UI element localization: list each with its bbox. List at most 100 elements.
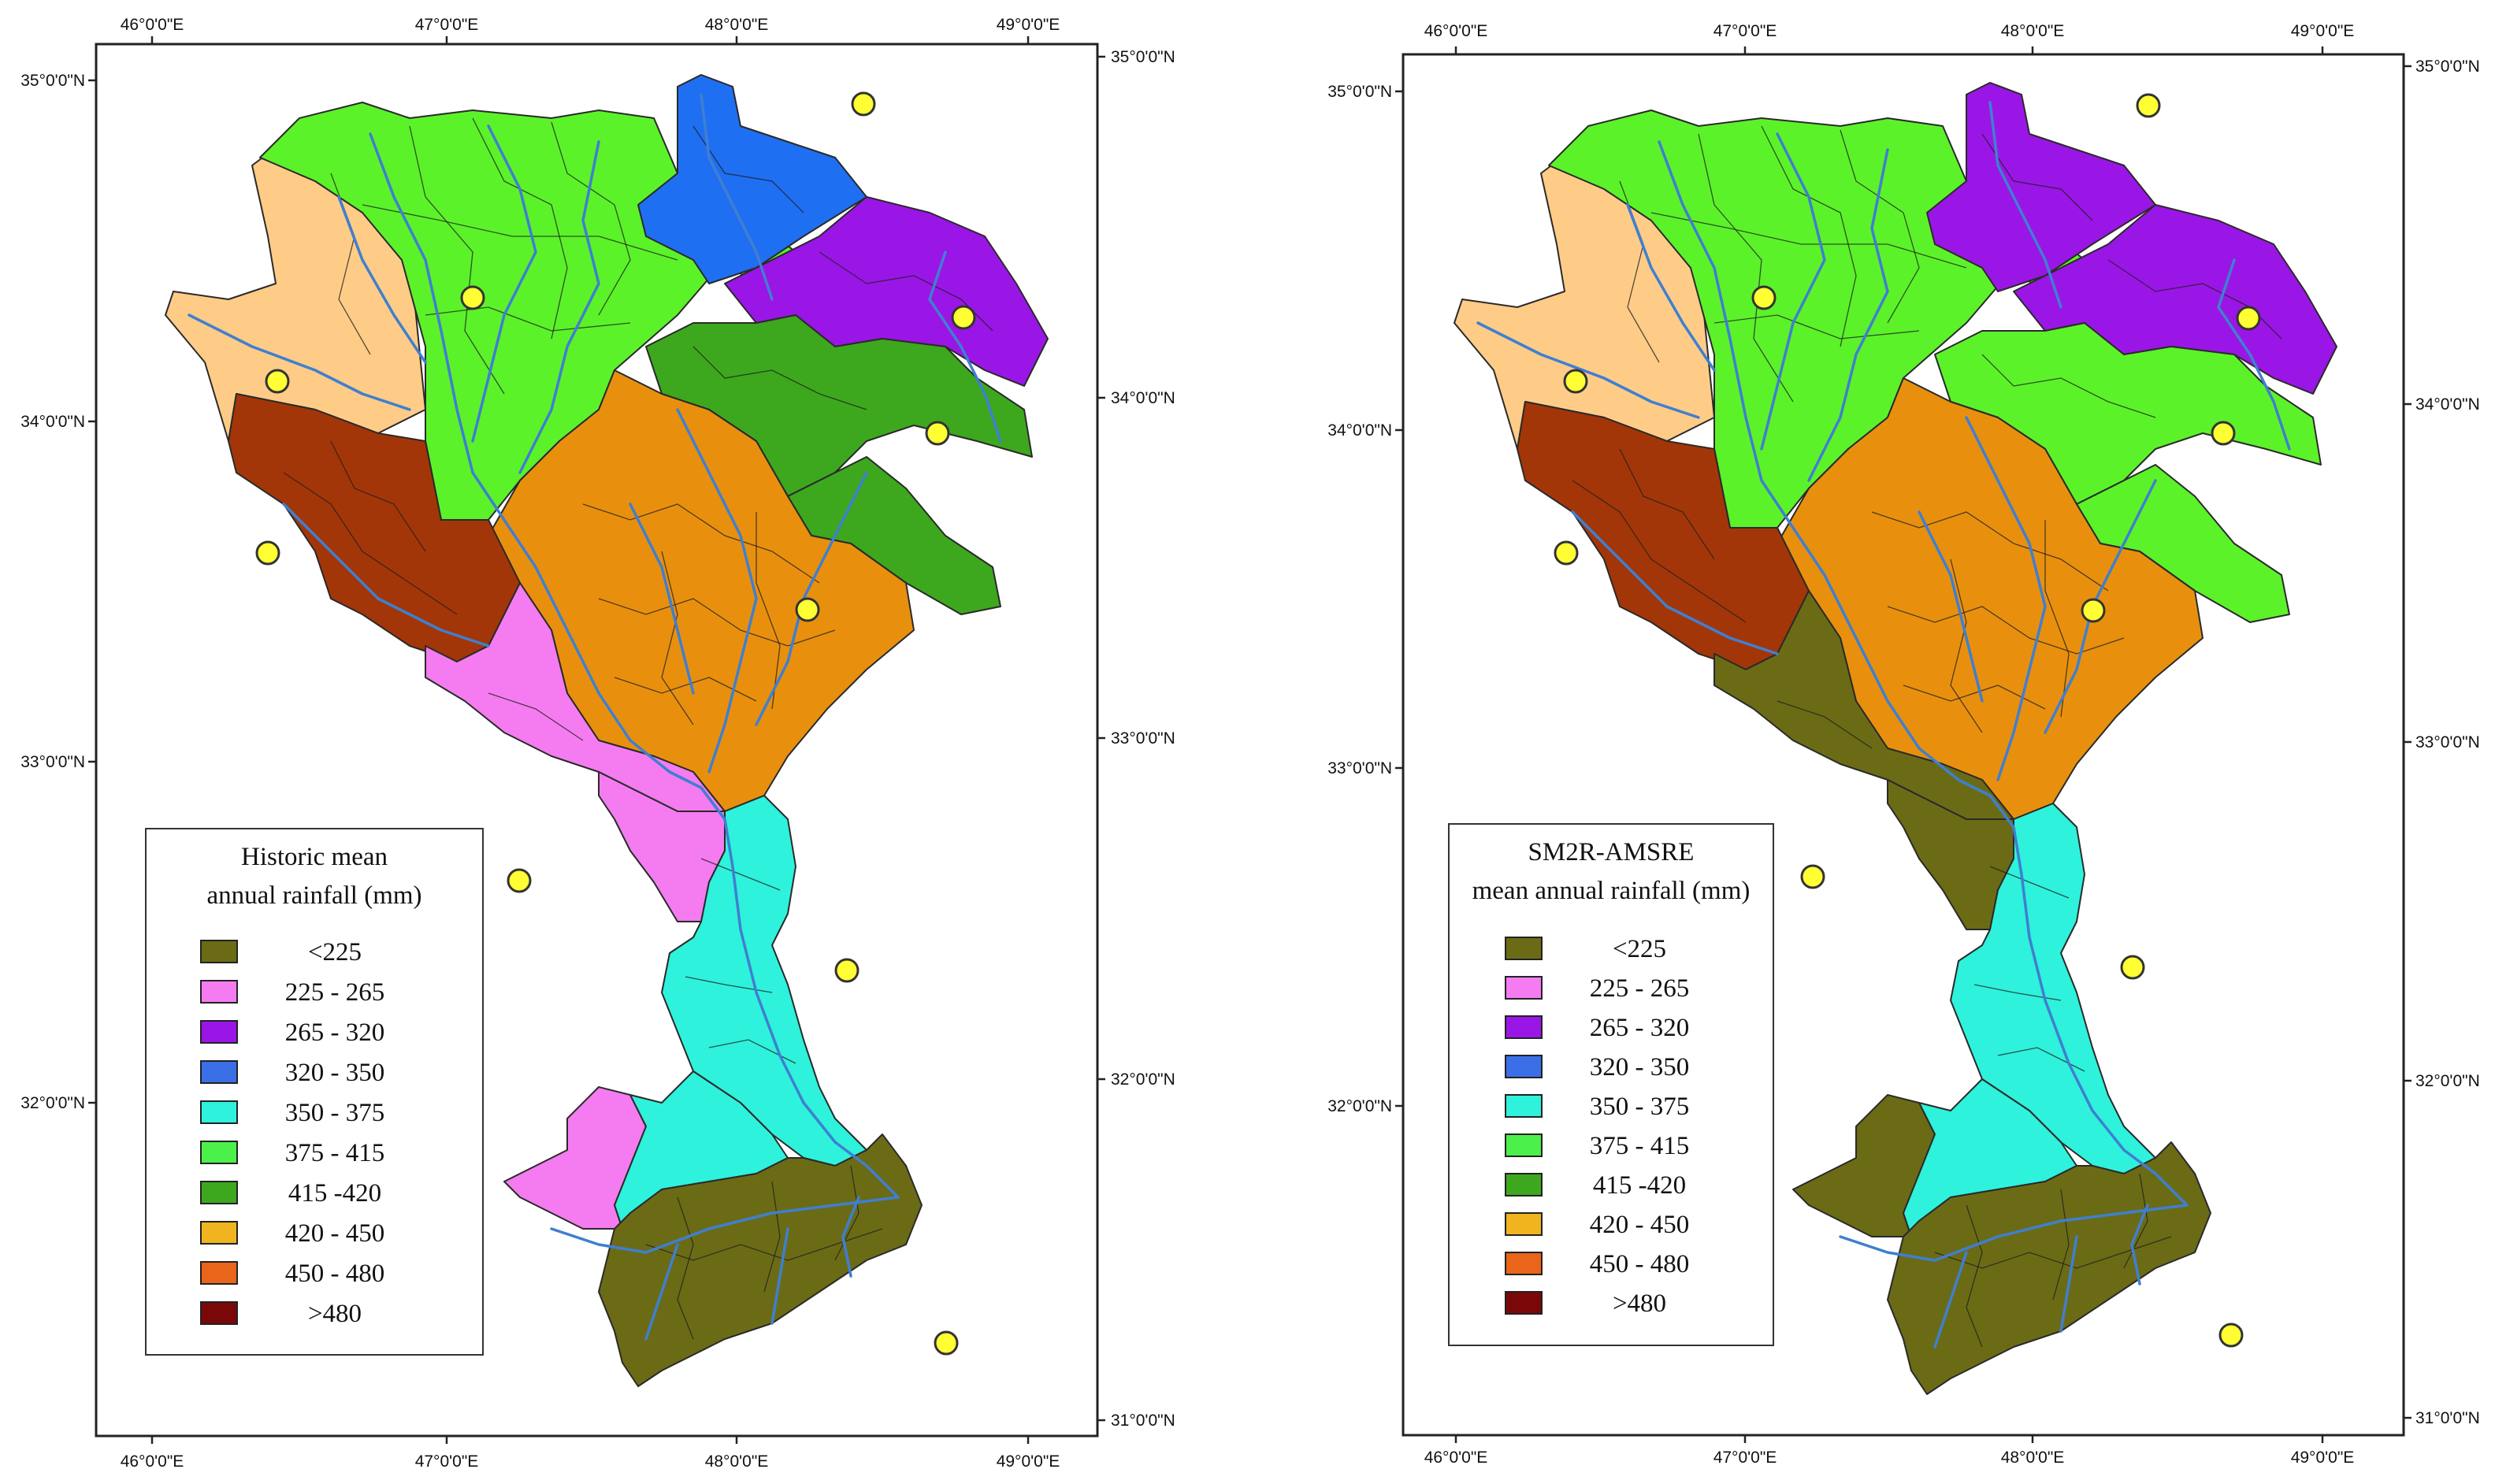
- station-marker: [2236, 306, 2261, 331]
- right-lat-label: 33°0'0"N: [1111, 729, 1175, 748]
- river-line: [1760, 132, 1826, 451]
- bottom-lon-label: 49°0'0"E: [997, 1452, 1060, 1471]
- subbasin-boundary: [1713, 314, 1920, 339]
- legend-swatch: [200, 1301, 238, 1325]
- river-line: [1988, 101, 2062, 309]
- subbasin-boundary: [677, 1196, 694, 1340]
- subbasin-boundary: [700, 858, 781, 891]
- top-lon-label: 46°0'0"E: [121, 16, 184, 34]
- legend-box: [1448, 823, 1774, 1346]
- subbasin-boundary: [598, 598, 836, 647]
- station-marker: [1563, 369, 1588, 394]
- station-marker: [2120, 955, 2145, 980]
- legend-swatch: [200, 980, 238, 1004]
- region-south-base: [598, 1133, 923, 1387]
- river-line: [1658, 140, 2189, 1207]
- subbasin-boundary: [1950, 558, 1983, 733]
- left-lat-label: 35°0'0"N: [20, 72, 85, 90]
- right-lat-label: 35°0'0"N: [1111, 48, 1175, 66]
- legend-label: 320 - 350: [285, 1059, 385, 1087]
- left-lat-label: 32°0'0"N: [20, 1094, 85, 1112]
- subbasin-boundary: [2123, 1173, 2148, 1269]
- subbasin-boundary: [661, 551, 694, 725]
- legend-label: 420 - 450: [285, 1219, 385, 1248]
- left-lat-label: 33°0'0"N: [20, 753, 85, 771]
- right-lat-label: 31°0'0"N: [2415, 1409, 2480, 1427]
- bottom-lon-label: 46°0'0"E: [1424, 1449, 1488, 1467]
- station-marker: [507, 868, 532, 893]
- river-line: [928, 250, 1002, 443]
- legend-swatch: [1505, 1133, 1543, 1157]
- station-marker: [2081, 598, 2106, 623]
- historic-rainfall-map: 46°0'0"E 47°0'0"E 48°0'0"E 49°0'0"E 46°0…: [20, 16, 1175, 1471]
- legend-label: 375 - 415: [1590, 1132, 1690, 1160]
- legend-label: <225: [1613, 935, 1666, 963]
- legend-label: 265 - 320: [285, 1018, 385, 1047]
- station-marker: [1751, 285, 1777, 310]
- subbasin-boundary: [692, 346, 867, 410]
- subbasin-boundary: [1698, 133, 1794, 403]
- subbasin-boundary: [472, 117, 568, 339]
- legend-swatch: [1505, 1055, 1543, 1078]
- legend-swatch: [200, 1141, 238, 1164]
- station-marker: [2218, 1323, 2244, 1348]
- subbasin-boundary: [1966, 1204, 1983, 1348]
- river-line: [1626, 203, 1716, 372]
- legend-swatch: [200, 940, 238, 963]
- right-lat-label: 35°0'0"N: [2415, 58, 2480, 76]
- legend-swatch: [1505, 976, 1543, 1000]
- subbasin-boundary: [283, 472, 458, 615]
- legend-label: 450 - 480: [285, 1260, 385, 1288]
- station-marker: [265, 369, 290, 394]
- basin-regions: [165, 74, 1049, 1387]
- river-line: [2059, 1235, 2078, 1333]
- legend-label: >480: [1613, 1289, 1666, 1318]
- subbasin-boundary: [1619, 448, 1715, 560]
- top-lon-label: 48°0'0"E: [705, 16, 769, 34]
- station-marker: [851, 91, 876, 117]
- river-line: [676, 408, 758, 774]
- station-marker: [834, 958, 860, 983]
- subbasin-boundary: [330, 440, 426, 552]
- subbasin-boundary: [551, 121, 631, 316]
- station-marker: [934, 1330, 959, 1356]
- sm2r-amsre-rainfall-map: 46°0'0"E 47°0'0"E 48°0'0"E 49°0'0"E 46°0…: [1327, 22, 2480, 1467]
- right-lat-label: 34°0'0"N: [1111, 389, 1175, 407]
- subbasin-boundary: [763, 1181, 781, 1293]
- legend-swatch: [1505, 1291, 1543, 1315]
- top-lon-label: 47°0'0"E: [415, 16, 479, 34]
- river-line: [2130, 1204, 2149, 1286]
- river-line: [282, 503, 490, 647]
- legend: SM2R-AMSRE mean annual rainfall (mm) <22…: [1448, 823, 1774, 1346]
- ticks: [1395, 46, 2411, 1443]
- legend-label: 375 - 415: [285, 1139, 385, 1167]
- station-marker: [795, 597, 820, 622]
- region-north-cap: [1926, 82, 2156, 292]
- subbasin-boundary: [1650, 212, 1967, 269]
- river-line: [1933, 1251, 1968, 1349]
- legend: Historic mean annual rainfall (mm) <225 2…: [145, 828, 484, 1356]
- subbasin-boundary: [582, 503, 820, 584]
- bottom-lon-label: 48°0'0"E: [2001, 1449, 2065, 1467]
- legend-label: 450 - 480: [1590, 1250, 1690, 1278]
- subbasin-boundary: [362, 204, 678, 261]
- legend-swatch: [1505, 1094, 1543, 1118]
- bottom-lon-label: 48°0'0"E: [705, 1452, 769, 1471]
- subbasin-boundary: [834, 1165, 860, 1261]
- legend-title: annual rainfall (mm): [206, 881, 421, 910]
- top-lon-label: 46°0'0"E: [1424, 22, 1488, 40]
- river-line: [2217, 258, 2291, 451]
- legend-swatch: [200, 1060, 238, 1084]
- river-line: [770, 1227, 789, 1325]
- region-river-corridor: [425, 582, 726, 812]
- river-line: [337, 195, 427, 364]
- river-line: [1807, 148, 1889, 482]
- bottom-lon-label: 47°0'0"E: [415, 1452, 479, 1471]
- legend-label: <225: [308, 938, 362, 966]
- right-lat-label: 33°0'0"N: [2415, 733, 2480, 751]
- top-lon-label: 49°0'0"E: [2291, 22, 2355, 40]
- legend-title: Historic mean: [241, 843, 388, 871]
- top-lon-label: 49°0'0"E: [997, 16, 1060, 34]
- subbasin-boundary: [1761, 125, 1857, 347]
